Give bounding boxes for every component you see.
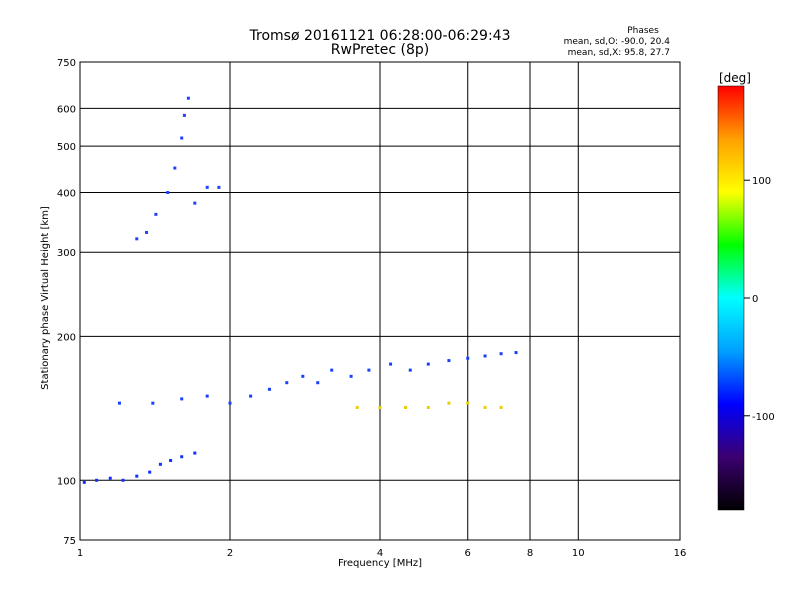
y-tick-label: 100 <box>57 476 76 487</box>
data-point <box>426 405 430 409</box>
colorbar <box>717 85 745 511</box>
data-point <box>389 362 393 366</box>
y-tick-label: 400 <box>57 188 76 199</box>
x-tick-label: 8 <box>527 548 533 559</box>
scatter-points <box>82 96 518 484</box>
colorbar-tick-label: 0 <box>752 294 758 305</box>
data-point <box>217 185 221 189</box>
data-point <box>95 478 99 482</box>
data-point <box>193 201 197 205</box>
data-point <box>158 462 162 466</box>
x-axis-ticks: 1 2 4 6 8 10 16 <box>77 548 687 559</box>
stats-x-mode: mean, sd,X: 95.8, 27.7 <box>568 48 670 58</box>
data-point <box>151 401 155 405</box>
data-point <box>166 190 170 194</box>
chart-subtitle: RwPretec (8p) <box>331 42 429 58</box>
data-point <box>330 368 334 372</box>
data-point <box>301 374 305 378</box>
data-point <box>148 470 152 474</box>
data-point <box>135 237 139 241</box>
x-tick-label: 6 <box>465 548 471 559</box>
data-point <box>514 351 518 355</box>
data-point <box>154 212 158 216</box>
data-point <box>180 397 184 401</box>
data-point <box>228 401 232 405</box>
data-point <box>145 230 149 234</box>
data-point <box>173 166 177 170</box>
x-tick-label: 4 <box>377 548 383 559</box>
y-tick-label: 500 <box>57 142 76 153</box>
data-point <box>447 359 451 363</box>
data-point <box>117 401 121 405</box>
y-axis-label: Stationary phase Virtual Height [km] <box>40 206 51 390</box>
data-point <box>108 476 112 480</box>
y-tick-label: 750 <box>57 58 76 69</box>
data-point <box>121 478 125 482</box>
data-point <box>483 354 487 358</box>
data-point <box>205 394 209 398</box>
data-point <box>135 474 139 478</box>
x-tick-label: 1 <box>77 548 83 559</box>
data-point <box>447 401 451 405</box>
data-point <box>193 451 197 455</box>
data-point <box>499 352 503 356</box>
stats-heading: Phases <box>627 26 659 36</box>
grid-lines <box>80 62 680 540</box>
y-axis-ticks: 75 100 200 300 400 500 600 750 <box>57 58 76 547</box>
y-tick-label: 600 <box>57 104 76 115</box>
colorbar-ticks: 100 0 -100 <box>744 176 775 423</box>
data-point <box>285 381 289 385</box>
data-point <box>466 356 470 360</box>
data-point <box>182 113 186 117</box>
x-tick-label: 2 <box>227 548 233 559</box>
data-point <box>267 387 271 391</box>
data-point <box>466 401 470 405</box>
x-tick-label: 16 <box>674 548 687 559</box>
y-tick-label: 200 <box>57 332 76 343</box>
data-point <box>426 362 430 366</box>
x-axis-label: Frequency [MHz] <box>338 558 422 569</box>
stats-o-mode: mean, sd,O: -90.0, 20.4 <box>564 37 671 47</box>
data-point <box>82 480 86 484</box>
x-tick-label: 10 <box>572 548 585 559</box>
data-point <box>316 381 320 385</box>
data-point <box>403 405 407 409</box>
y-tick-label: 300 <box>57 248 76 259</box>
colorbar-tick-label: 100 <box>752 176 771 187</box>
colorbar-tick-label: -100 <box>752 412 775 423</box>
data-point <box>180 136 184 140</box>
data-point <box>169 458 173 462</box>
data-point <box>499 405 503 409</box>
data-point <box>355 405 359 409</box>
data-point <box>186 96 190 100</box>
data-point <box>205 185 209 189</box>
chart-title: Tromsø 20161121 06:28:00-06:29:43 <box>249 28 511 44</box>
colorbar-unit: [deg] <box>719 71 751 85</box>
data-point <box>483 405 487 409</box>
plot-frame <box>79 61 681 541</box>
data-point <box>180 455 184 459</box>
data-point <box>367 368 371 372</box>
data-point <box>249 394 253 398</box>
data-point <box>378 405 382 409</box>
y-tick-label: 75 <box>63 536 76 547</box>
data-point <box>408 368 412 372</box>
data-point <box>349 374 353 378</box>
